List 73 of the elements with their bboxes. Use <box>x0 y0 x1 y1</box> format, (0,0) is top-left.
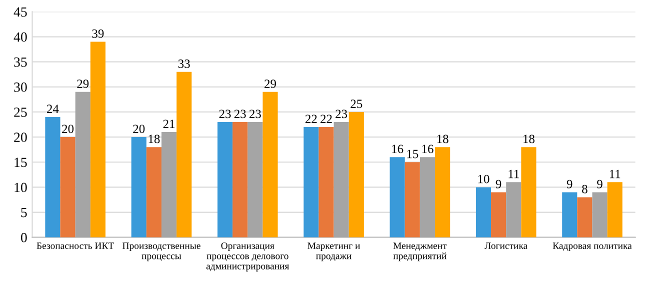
data-label: 25 <box>350 100 362 108</box>
bar <box>577 197 592 238</box>
x-tick-label: Менеджмент предприятий <box>393 242 447 262</box>
x-tick-label: Маркетинг и продажи <box>308 242 360 262</box>
data-label: 16 <box>422 144 434 154</box>
data-label: 11 <box>610 170 620 178</box>
bar <box>232 122 248 238</box>
x-tick-label: Организация процессов делового администрирования <box>206 242 290 272</box>
data-label: 23 <box>336 110 348 118</box>
bar <box>176 72 192 238</box>
data-label: 18 <box>524 134 534 144</box>
bar <box>60 137 76 238</box>
bar <box>318 127 334 238</box>
y-tick-label: 45 <box>14 7 27 17</box>
y-tick-label: 40 <box>14 32 27 42</box>
data-label: 23 <box>234 110 246 118</box>
data-label: 24 <box>47 104 59 113</box>
y-tick-label: 15 <box>14 158 27 168</box>
data-label: 23 <box>249 110 261 118</box>
data-label: 33 <box>178 60 190 68</box>
data-label: 29 <box>264 80 276 88</box>
data-label: 18 <box>437 134 448 144</box>
bar <box>75 92 90 238</box>
data-label: 9 <box>496 180 502 188</box>
bar <box>404 162 420 238</box>
data-label: 8 <box>582 184 588 194</box>
data-label: 21 <box>163 120 175 128</box>
bar <box>506 182 522 238</box>
x-tick-label: Кадровая политика <box>552 242 632 252</box>
data-label: 39 <box>92 29 104 38</box>
x-tick-label: Безопасность ИКТ <box>36 242 114 250</box>
x-tick-label: Производственные процессы <box>122 242 200 262</box>
data-label: 22 <box>305 114 317 123</box>
data-label: 15 <box>407 150 418 158</box>
y-tick-label: 20 <box>14 132 27 142</box>
y-tick-label: 35 <box>14 57 27 67</box>
data-label: 16 <box>392 144 404 154</box>
data-label: 9 <box>566 180 572 188</box>
bar <box>491 192 506 238</box>
data-label: 18 <box>148 134 160 144</box>
bar <box>607 182 622 238</box>
bar <box>521 147 536 238</box>
bar <box>131 137 146 238</box>
bar <box>476 187 492 238</box>
bar <box>217 122 233 238</box>
bar <box>592 192 608 238</box>
bar <box>45 117 60 238</box>
data-label: 9 <box>597 180 602 188</box>
bar <box>262 92 278 238</box>
data-label: 29 <box>77 80 89 88</box>
bar <box>146 147 162 238</box>
data-label: 11 <box>508 170 519 178</box>
bar <box>334 122 349 238</box>
bar <box>248 122 263 238</box>
y-tick-label: 10 <box>14 182 27 192</box>
data-label: 10 <box>478 174 490 184</box>
bar <box>390 157 405 238</box>
data-label: 20 <box>133 124 145 134</box>
x-tick-label: Логистика <box>484 242 528 250</box>
y-tick-label: 25 <box>14 108 27 117</box>
bar <box>90 42 106 238</box>
data-label: 20 <box>62 124 74 134</box>
bar <box>348 112 364 238</box>
y-tick-label: 0 <box>20 232 27 242</box>
y-tick-label: 5 <box>21 208 27 218</box>
bar <box>161 132 177 238</box>
data-label: 22 <box>320 114 332 123</box>
bar <box>304 127 319 238</box>
y-tick-label: 30 <box>14 82 27 92</box>
bar <box>562 192 578 238</box>
bar <box>435 147 450 238</box>
bar <box>420 157 436 238</box>
data-label: 23 <box>219 110 231 118</box>
